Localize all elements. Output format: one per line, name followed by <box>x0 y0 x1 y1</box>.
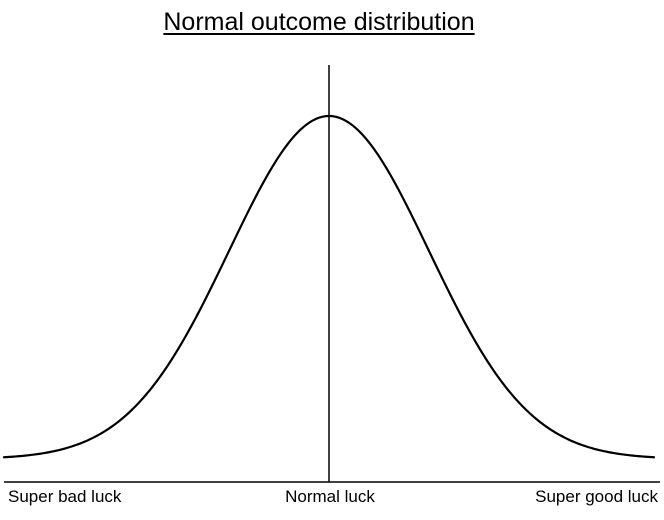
diagram-title: Normal outcome distribution <box>163 8 475 36</box>
bell-curve <box>2 114 656 459</box>
label-normal-luck: Normal luck <box>285 487 375 506</box>
label-super-good-luck: Super good luck <box>535 487 658 506</box>
label-super-bad-luck: Super bad luck <box>8 487 122 506</box>
